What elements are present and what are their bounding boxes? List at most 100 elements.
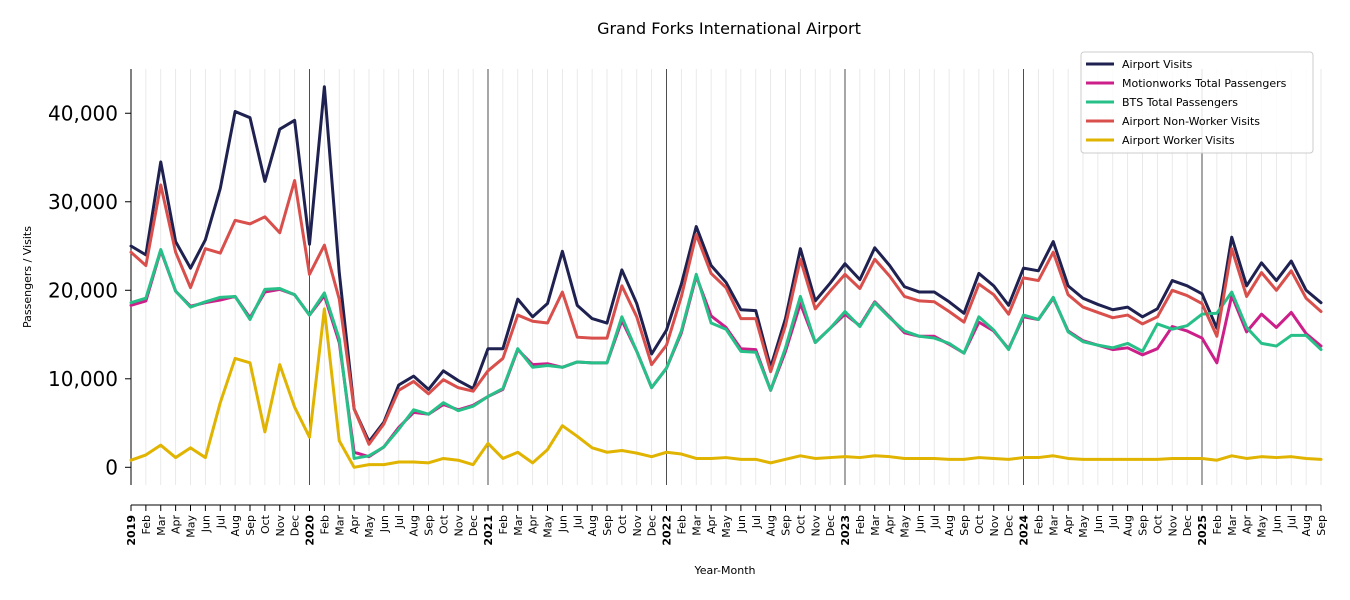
x-month-label: Jul [571, 515, 584, 529]
x-month-label: Aug [586, 515, 599, 536]
y-tick-label: 0 [105, 455, 118, 479]
x-month-label: Aug [408, 515, 421, 536]
x-year-label: 2023 [839, 515, 852, 546]
x-month-label: Jul [750, 515, 763, 529]
x-year-label: 2022 [661, 515, 674, 546]
x-month-label: Apr [348, 515, 361, 535]
x-month-label: Dec [1003, 515, 1016, 536]
legend-label: BTS Total Passengers [1122, 96, 1238, 109]
x-month-label: Sep [244, 515, 257, 536]
x-month-label: May [185, 515, 198, 538]
x-month-label: Mar [1226, 515, 1239, 536]
x-year-label: 2025 [1196, 515, 1209, 546]
series-lines [129, 85, 1323, 469]
x-month-label: Nov [1166, 515, 1179, 537]
x-month-label: Nov [809, 515, 822, 537]
x-month-label: Oct [616, 514, 629, 534]
x-month-label: Aug [1122, 515, 1135, 536]
x-month-label: Aug [1300, 515, 1313, 536]
legend: Airport Visits Motionworks Total Passenge… [1080, 51, 1314, 154]
x-month-label: Jun [1270, 515, 1283, 533]
x-month-label: Apr [527, 515, 540, 535]
legend-label: Airport Worker Visits [1122, 134, 1235, 147]
x-month-label: Mar [690, 515, 703, 536]
x-month-label: Nov [988, 515, 1001, 537]
x-month-label: Jun [1092, 515, 1105, 533]
legend-box [1080, 51, 1314, 154]
x-month-label: Nov [631, 515, 644, 537]
x-month-label: Apr [1241, 515, 1254, 535]
x-month-label: Apr [884, 515, 897, 535]
x-month-label: Feb [140, 515, 153, 534]
y-tick-label: 40,000 [48, 101, 118, 125]
x-month-label: Oct [259, 514, 272, 534]
legend-label: Motionworks Total Passengers [1122, 77, 1287, 90]
x-month-label: Jul [928, 515, 941, 529]
x-month-label: Aug [229, 515, 242, 536]
x-month-label: May [1256, 515, 1269, 538]
x-month-label: Mar [333, 515, 346, 536]
x-month-label: Aug [943, 515, 956, 536]
x-month-label: Jul [1107, 515, 1120, 529]
x-month-label: Jul [214, 515, 227, 529]
chart-title: Grand Forks International Airport [597, 19, 861, 38]
series-line-airport-non-worker-visits [129, 179, 1323, 446]
x-month-label: Sep [1315, 515, 1328, 536]
x-month-label: Dec [646, 515, 659, 536]
x-month-label: May [363, 515, 376, 538]
x-month-label: Jul [1285, 515, 1298, 529]
y-tick-label: 10,000 [48, 367, 118, 391]
x-month-label: Feb [1032, 515, 1045, 534]
y-tick-label: 30,000 [48, 190, 118, 214]
x-month-label: May [899, 515, 912, 538]
legend-label: Airport Visits [1122, 58, 1193, 71]
x-month-label: Jun [199, 515, 212, 533]
x-month-label: Sep [1137, 515, 1150, 536]
x-month-label: Jun [378, 515, 391, 533]
x-month-label: Jul [393, 515, 406, 529]
grid-lines [145, 69, 1322, 485]
x-month-label: Feb [318, 515, 331, 534]
x-month-label: Sep [958, 515, 971, 536]
x-axis-label: Year-Month [693, 564, 755, 577]
x-month-label: Feb [854, 515, 867, 534]
x-year-label: 2020 [304, 515, 317, 546]
x-month-label: Oct [794, 514, 807, 534]
series-line-airport-worker-visits [129, 307, 1323, 469]
x-month-label: Apr [705, 515, 718, 535]
x-month-label: Jun [556, 515, 569, 533]
x-axis: 2019 Feb Mar Apr May Jun Jul Aug Sep Oct Nov Dec 202… [125, 504, 1328, 546]
x-month-label: May [720, 515, 733, 538]
x-month-label: Mar [869, 515, 882, 536]
x-month-label: Aug [765, 515, 778, 536]
x-month-label: Sep [601, 515, 614, 536]
x-month-label: Jun [735, 515, 748, 533]
y-axis-label: Passengers / Visits [21, 226, 34, 328]
x-month-label: Mar [512, 515, 525, 536]
x-month-label: Feb [497, 515, 510, 534]
x-year-label: 2021 [482, 515, 495, 546]
x-month-label: May [542, 515, 555, 538]
x-month-label: Jun [913, 515, 926, 533]
x-month-label: Dec [824, 515, 837, 536]
x-month-label: Feb [675, 515, 688, 534]
x-month-label: Sep [423, 515, 436, 536]
x-month-label: Nov [452, 515, 465, 537]
x-month-label: Nov [274, 515, 287, 537]
x-year-label: 2024 [1018, 515, 1031, 546]
x-month-label: Dec [467, 515, 480, 536]
x-month-label: May [1077, 515, 1090, 538]
x-month-label: Oct [973, 514, 986, 534]
x-month-label: Dec [1181, 515, 1194, 536]
x-month-label: Mar [1047, 515, 1060, 536]
x-month-label: Mar [155, 515, 168, 536]
x-month-label: Dec [289, 515, 302, 536]
x-month-label: Apr [1062, 515, 1075, 535]
legend-label: Airport Non-Worker Visits [1122, 115, 1260, 128]
x-month-label: Sep [780, 515, 793, 536]
y-tick-label: 20,000 [48, 278, 118, 302]
x-month-label: Oct [437, 514, 450, 534]
series-line-airport-visits [129, 85, 1323, 444]
x-month-label: Apr [170, 515, 183, 535]
